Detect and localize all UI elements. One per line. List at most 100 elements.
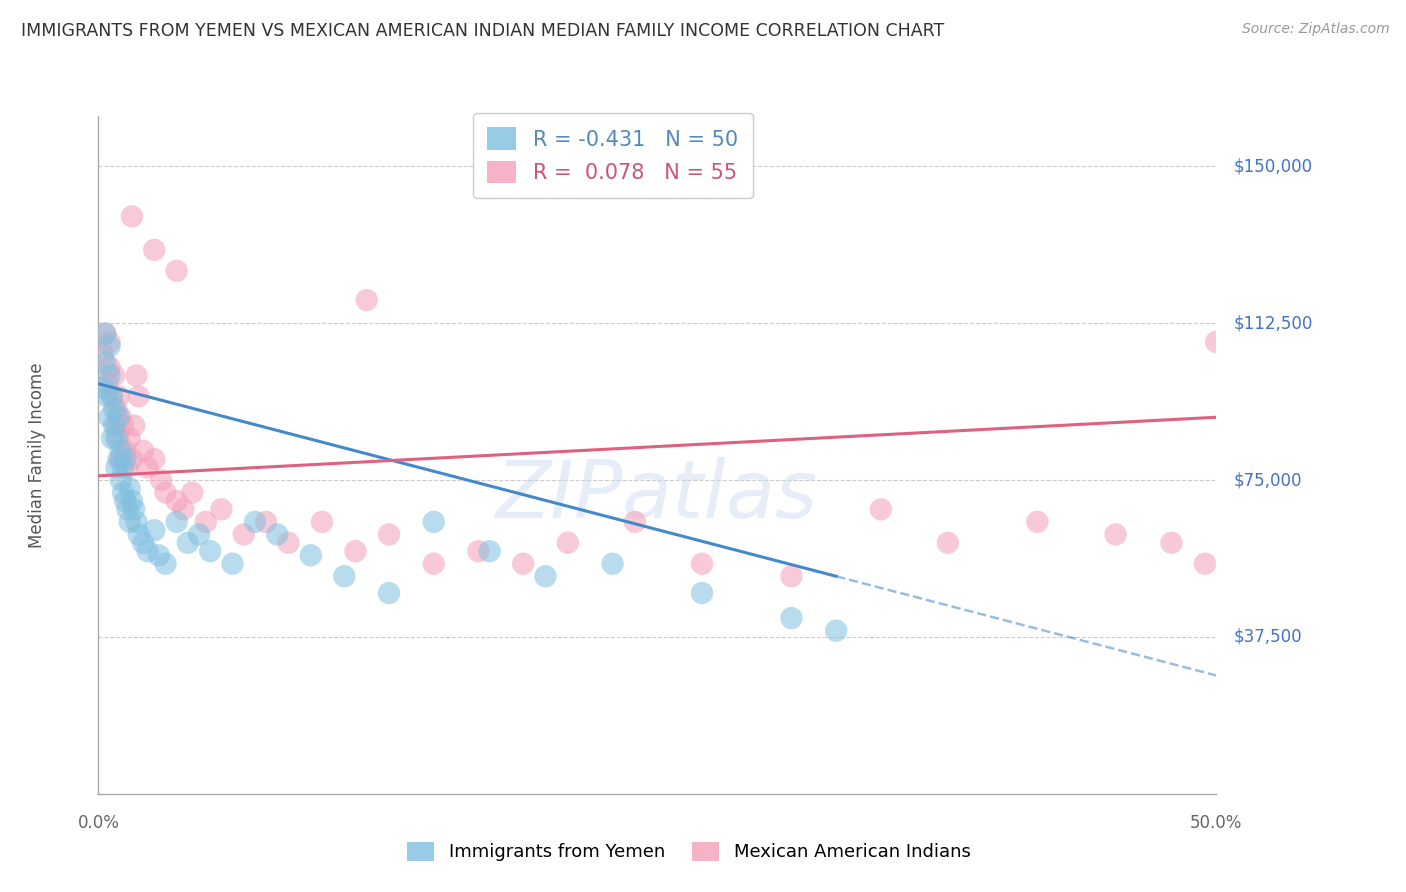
Point (101, 389, 124, 403)
Point (422, 557, 444, 571)
Point (512, 557, 534, 571)
Point (422, 515, 444, 529)
Point (143, 243, 166, 257)
Point (105, 418, 128, 433)
Point (91, 381, 114, 395)
Text: ZIPatlas: ZIPatlas (496, 457, 818, 534)
Point (209, 502, 232, 516)
Point (110, 443, 132, 458)
Point (107, 410, 129, 425)
Point (132, 443, 155, 458)
Point (98, 334, 121, 349)
Point (155, 485, 177, 500)
Point (825, 624, 848, 638)
Text: 50.0%: 50.0% (1189, 814, 1243, 832)
Point (125, 515, 148, 529)
Point (177, 536, 200, 550)
Point (122, 502, 145, 516)
Point (200, 544, 222, 558)
Text: $75,000: $75,000 (1234, 471, 1302, 489)
Point (166, 494, 188, 508)
Point (121, 210, 143, 224)
Point (117, 460, 139, 475)
Point (690, 557, 713, 571)
Point (98, 359, 121, 374)
Point (110, 452, 132, 467)
Point (118, 482, 141, 496)
Point (333, 569, 356, 583)
Point (94, 356, 117, 370)
Point (690, 586, 713, 600)
Text: $37,500: $37,500 (1234, 628, 1303, 646)
Text: $150,000: $150,000 (1234, 157, 1313, 175)
Point (344, 544, 367, 558)
Point (103, 368, 125, 383)
Point (155, 557, 177, 571)
Point (194, 515, 217, 529)
Point (378, 527, 401, 541)
Point (105, 431, 128, 445)
Point (118, 431, 141, 445)
Point (1026, 515, 1049, 529)
Point (114, 452, 136, 467)
Point (105, 460, 128, 475)
Point (557, 536, 579, 550)
Point (356, 293, 378, 307)
Point (101, 389, 124, 403)
Point (780, 611, 803, 625)
Point (103, 418, 125, 433)
Point (1160, 536, 1182, 550)
Point (869, 502, 891, 516)
Point (105, 401, 128, 416)
Point (110, 473, 132, 487)
Point (624, 515, 647, 529)
Point (1104, 527, 1126, 541)
Point (136, 544, 159, 558)
Point (101, 431, 124, 445)
Point (107, 389, 129, 403)
Text: $112,500: $112,500 (1234, 314, 1313, 332)
Point (94, 326, 117, 341)
Point (172, 502, 194, 516)
Point (780, 569, 803, 583)
Point (132, 536, 155, 550)
Point (148, 549, 170, 563)
Point (121, 452, 143, 467)
Point (91, 347, 114, 361)
Point (136, 460, 159, 475)
Point (478, 544, 501, 558)
Legend: R = -0.431   N = 50, R =  0.078   N = 55: R = -0.431 N = 50, R = 0.078 N = 55 (472, 112, 752, 198)
Point (277, 536, 299, 550)
Point (1205, 334, 1227, 349)
Text: 0.0%: 0.0% (77, 814, 120, 832)
Point (96, 376, 118, 391)
Point (936, 536, 959, 550)
Point (311, 515, 333, 529)
Point (534, 569, 557, 583)
Point (143, 452, 166, 467)
Point (111, 418, 134, 433)
Point (254, 515, 277, 529)
Point (299, 549, 322, 563)
Point (125, 368, 148, 383)
Text: IMMIGRANTS FROM YEMEN VS MEXICAN AMERICAN INDIAN MEDIAN FAMILY INCOME CORRELATIO: IMMIGRANTS FROM YEMEN VS MEXICAN AMERICA… (21, 22, 945, 40)
Point (98, 410, 121, 425)
Point (107, 431, 129, 445)
Point (143, 523, 166, 537)
Text: Source: ZipAtlas.com: Source: ZipAtlas.com (1241, 22, 1389, 37)
Point (96, 389, 118, 403)
Point (117, 502, 139, 516)
Point (188, 527, 211, 541)
Point (266, 527, 288, 541)
Point (121, 494, 143, 508)
Point (128, 389, 150, 403)
Point (111, 460, 134, 475)
Point (110, 410, 132, 425)
Point (243, 515, 266, 529)
Point (98, 339, 121, 353)
Legend: Immigrants from Yemen, Mexican American Indians: Immigrants from Yemen, Mexican American … (395, 829, 983, 874)
Point (122, 418, 145, 433)
Point (602, 557, 624, 571)
Text: Median Family Income: Median Family Income (28, 362, 46, 548)
Point (1194, 557, 1216, 571)
